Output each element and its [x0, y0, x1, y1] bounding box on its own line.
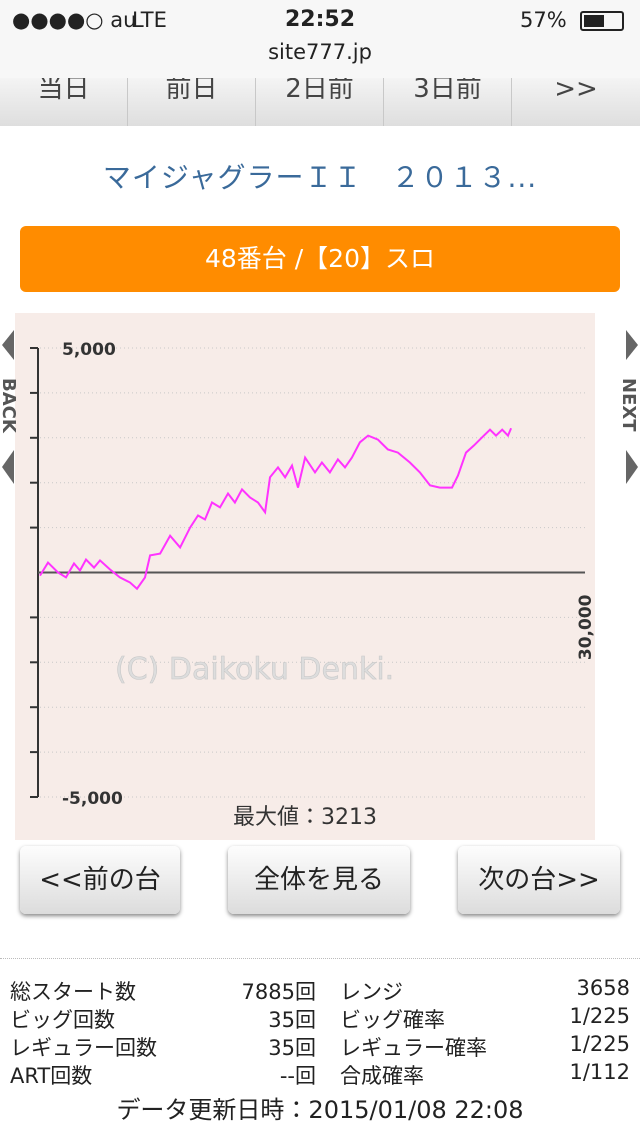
separator	[0, 958, 640, 959]
stat-value: 35回	[268, 1008, 316, 1032]
battery-icon	[580, 11, 624, 31]
stat-value: 1/112	[569, 1060, 630, 1084]
watermark: (C) Daikoku Denki.	[115, 652, 394, 687]
line-series	[39, 427, 513, 591]
stat-label: ART回数	[10, 1064, 93, 1088]
network: LTE	[132, 8, 167, 32]
chart: -5,000 5,000 30,000 (C) Daikoku Denki. 最大値：3…	[15, 313, 595, 840]
stat-label: 合成確率	[340, 1064, 424, 1088]
overview-button[interactable]: 全体を見る	[228, 846, 410, 914]
stat-value: 1/225	[569, 1004, 630, 1028]
tab[interactable]: 2日前	[256, 78, 384, 126]
arrow	[626, 330, 638, 360]
tab[interactable]: >>	[512, 78, 640, 126]
prev-button[interactable]: <<前の台	[20, 846, 180, 914]
battery-percent: 57%	[520, 8, 567, 32]
stats-row: ART回数 --回 合成確率 1/112	[10, 1060, 630, 1088]
stat-label: レギュラー確率	[340, 1036, 487, 1060]
x-tick-label: 30,000	[576, 594, 595, 660]
arrow	[626, 450, 638, 484]
tab[interactable]: 前日	[128, 78, 256, 126]
y-tick-label: 5,000	[62, 340, 116, 360]
max-label: 最大値：3213	[233, 805, 377, 830]
arrow	[2, 330, 14, 360]
stat-label: ビッグ確率	[340, 1008, 445, 1032]
stat-value: 7885回	[241, 980, 316, 1004]
url[interactable]: site777.jp	[268, 40, 372, 64]
stat-value: 3658	[576, 976, 630, 1000]
stats-row: レギュラー回数 35回 レギュラー確率 1/225	[10, 1032, 630, 1060]
tab[interactable]: 当日	[0, 78, 128, 126]
tab[interactable]: 3日前	[384, 78, 512, 126]
updated: データ更新日時：2015/01/08 22:08	[116, 1096, 524, 1124]
stat-label: レギュラー回数	[10, 1036, 157, 1060]
next-button[interactable]: 次の台>>	[458, 846, 620, 914]
back-nav[interactable]: BACK	[0, 330, 20, 490]
back-label: BACK	[0, 378, 19, 434]
stat-label: ビッグ回数	[10, 1008, 115, 1032]
stats-row: ビッグ回数 35回 ビッグ確率 1/225	[10, 1004, 630, 1032]
stat-label: レンジ	[340, 980, 403, 1004]
stat-label: 総スタート数	[10, 980, 136, 1004]
stat-value: --回	[279, 1064, 316, 1088]
machine-title: マイジャグラーＩＩ ２０１３...	[102, 161, 538, 194]
unit-label: 48番台 /【20】スロ	[20, 226, 620, 292]
next-label: NEXT	[620, 378, 639, 432]
arrow	[2, 450, 14, 484]
next-nav[interactable]: NEXT	[620, 330, 640, 490]
clock: 22:52	[284, 7, 356, 32]
carrier: ●●●●○ au	[12, 8, 137, 32]
stat-value: 1/225	[569, 1032, 630, 1056]
chart-background	[15, 313, 595, 840]
stats-row: 総スタート数 7885回 レンジ 3658	[10, 976, 630, 1004]
y-tick-label: -5,000	[62, 789, 123, 809]
stat-value: 35回	[268, 1036, 316, 1060]
